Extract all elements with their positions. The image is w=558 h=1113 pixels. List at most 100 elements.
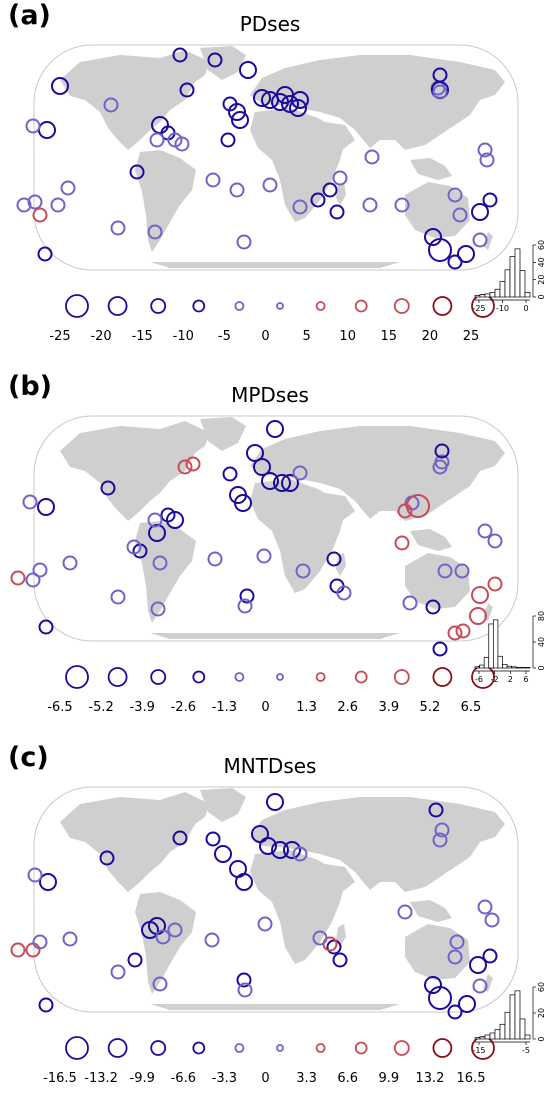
landmass — [250, 479, 345, 593]
legend-label: -3.3 — [212, 1071, 237, 1086]
panel-c: -16.5 -13.2 -9.9 -6.6 -3.3 0 3.3 6.6 9.9 13.2 16.5… — [0, 742, 558, 1113]
hist-bar — [474, 666, 480, 669]
landmass — [150, 1004, 400, 1010]
hist-y-tick-label: 0 — [537, 1036, 546, 1041]
site-marker — [292, 199, 308, 215]
site-marker — [220, 132, 236, 148]
legend-label: 3.3 — [296, 1071, 317, 1086]
site-marker — [32, 207, 48, 223]
hist-y-tick-label: 40 — [537, 257, 546, 267]
site-marker — [472, 978, 488, 994]
site-marker — [449, 934, 465, 950]
site-marker — [434, 443, 450, 459]
site-marker — [110, 220, 126, 236]
legend-label: 5.2 — [420, 700, 441, 715]
site-marker — [167, 922, 183, 938]
site-marker — [447, 254, 463, 270]
hist-bar — [499, 1023, 506, 1040]
site-marker — [110, 964, 126, 980]
site-marker — [469, 607, 487, 625]
site-marker — [424, 976, 442, 994]
landmass — [250, 850, 345, 964]
site-marker — [62, 931, 78, 947]
site-marker — [469, 956, 487, 974]
hist-x-tick-label: -6 — [475, 675, 483, 684]
site-marker — [38, 997, 54, 1013]
site-marker — [147, 512, 163, 528]
site-marker — [237, 982, 253, 998]
hist-x-tick-label: -15 — [472, 1046, 485, 1055]
legend-label: -1.3 — [212, 700, 237, 715]
site-marker — [487, 533, 503, 549]
site-marker — [482, 948, 498, 964]
legend-marker — [65, 665, 89, 689]
legend-marker — [150, 1040, 167, 1056]
hist-x-tick-label: -2 — [491, 675, 499, 684]
site-marker — [10, 570, 26, 586]
legend-label: 2.6 — [337, 700, 358, 715]
site-marker — [236, 972, 252, 988]
site-marker — [432, 67, 448, 83]
legend-marker — [393, 669, 410, 685]
hist-bar — [502, 664, 508, 669]
legend-marker — [107, 1038, 128, 1058]
site-marker — [326, 551, 342, 567]
landmass — [250, 426, 505, 521]
site-marker — [477, 899, 493, 915]
site-marker — [103, 97, 119, 113]
landmass — [483, 232, 493, 250]
site-marker — [266, 793, 284, 811]
legend-label: 3.9 — [378, 700, 399, 715]
site-marker — [394, 197, 410, 213]
site-marker — [10, 942, 26, 958]
hist-bar — [511, 666, 517, 669]
hist-bar — [514, 248, 521, 298]
legend-marker — [192, 1041, 206, 1055]
site-marker — [205, 831, 221, 847]
site-marker — [229, 182, 245, 198]
legend-marker — [234, 301, 245, 311]
site-marker — [179, 82, 195, 98]
site-marker — [326, 939, 342, 955]
legend-label: -6.6 — [171, 1071, 196, 1086]
panel-title: PDses — [239, 12, 301, 36]
landmass — [325, 864, 355, 892]
landmass — [200, 788, 246, 822]
site-marker — [147, 224, 163, 240]
hist-bar — [506, 665, 513, 669]
hist-y-tick-label: 80 — [537, 611, 546, 621]
site-marker — [16, 197, 32, 213]
site-marker — [447, 187, 463, 203]
site-marker — [253, 458, 271, 476]
hist-bar — [494, 288, 501, 298]
site-marker — [432, 84, 448, 100]
legend-marker — [234, 1043, 245, 1053]
panel-label: (c) — [8, 742, 49, 773]
site-marker — [256, 548, 272, 564]
legend-marker — [393, 298, 410, 314]
site-marker — [166, 511, 184, 529]
hist-y-tick-label: 20 — [537, 275, 546, 285]
site-marker — [283, 841, 301, 859]
site-marker — [332, 170, 348, 186]
site-marker — [177, 459, 193, 475]
landmass — [410, 900, 452, 922]
hist-bar — [479, 1036, 486, 1040]
site-marker — [477, 142, 493, 158]
landmass — [250, 797, 505, 892]
legend-label: -6.5 — [47, 700, 72, 715]
landmass — [410, 529, 452, 551]
hist-bar — [504, 269, 511, 298]
legend-marker — [315, 1043, 326, 1053]
legend-label: 16.5 — [457, 1071, 486, 1086]
site-marker — [148, 524, 166, 542]
landmass — [60, 50, 210, 150]
legend-label: -5 — [218, 329, 231, 344]
panel-b: -6.5 -5.2 -3.9 -2.6 -1.3 0 1.3 2.6 3.9 5.2 6.5 -6 -2… — [0, 371, 558, 742]
site-marker — [428, 238, 452, 262]
panel-a: -25 -20 -15 -10 -5 0 5 10 15 20 25 -25 -10 0 0 20 40 60 (… — [0, 0, 558, 371]
panel-title: MNTDses — [223, 754, 317, 778]
legend-marker — [315, 301, 326, 311]
site-marker — [127, 952, 143, 968]
site-marker — [38, 619, 54, 635]
